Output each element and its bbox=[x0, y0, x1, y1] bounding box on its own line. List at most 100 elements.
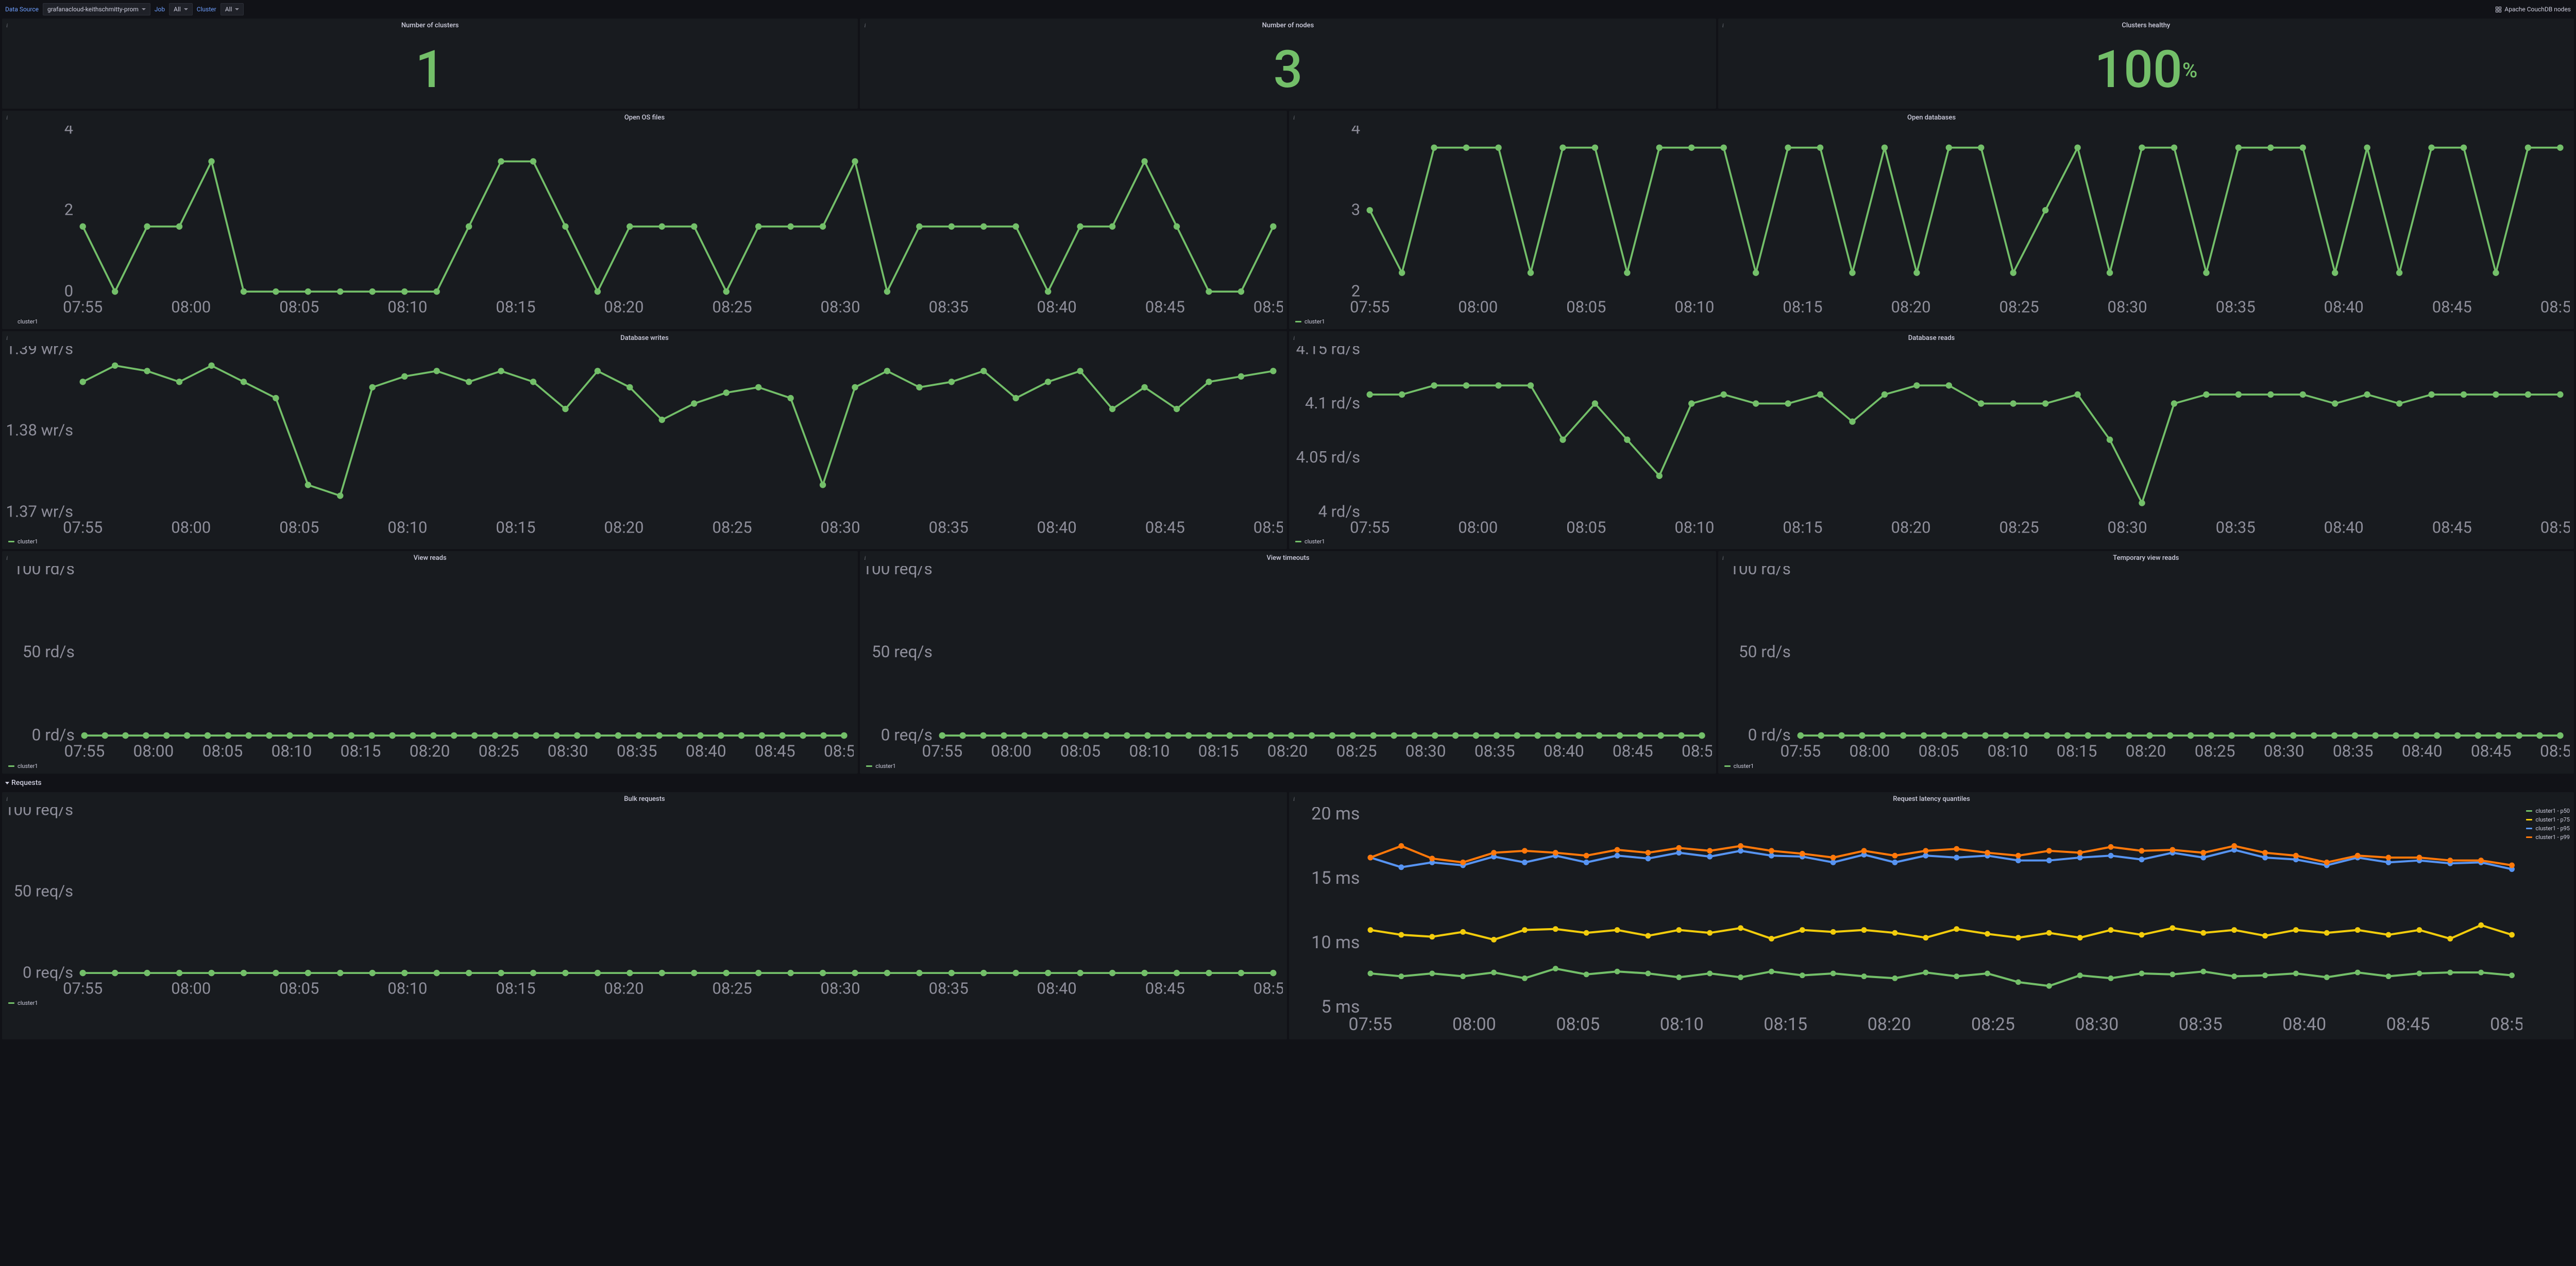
legend-label: cluster1 bbox=[18, 763, 38, 769]
svg-text:20 ms: 20 ms bbox=[1311, 807, 1360, 824]
svg-text:50 rd/s: 50 rd/s bbox=[23, 643, 75, 662]
panel-title: Database writes bbox=[2, 331, 1287, 344]
chart-bulk-requests: 0 req/s50 req/s100 req/s07:5508:0008:050… bbox=[6, 807, 1283, 999]
legend-label: cluster1 - p99 bbox=[2535, 834, 2570, 841]
info-icon[interactable]: i bbox=[1293, 334, 1295, 342]
svg-text:08:10: 08:10 bbox=[1987, 742, 2028, 761]
legend-label: cluster1 - p75 bbox=[2535, 816, 2570, 823]
svg-text:08:05: 08:05 bbox=[279, 297, 319, 316]
chart-temporary-view-reads: 0 rd/s50 rd/s100 rd/s07:5508:0008:0508:1… bbox=[1722, 566, 2570, 762]
svg-text:08:45: 08:45 bbox=[2432, 297, 2472, 316]
dashboard-link-text: Apache CouchDB nodes bbox=[2504, 6, 2571, 13]
svg-text:50 req/s: 50 req/s bbox=[872, 643, 933, 662]
svg-text:08:50: 08:50 bbox=[1253, 518, 1283, 537]
svg-text:07:55: 07:55 bbox=[63, 518, 103, 537]
svg-text:08:35: 08:35 bbox=[929, 979, 969, 998]
svg-text:4: 4 bbox=[64, 126, 73, 138]
info-icon[interactable]: i bbox=[6, 554, 8, 562]
legend-item[interactable]: cluster1 - p50 bbox=[2526, 808, 2570, 814]
legend-item[interactable]: cluster1 - p75 bbox=[2526, 816, 2570, 823]
panel-temporary-view-reads[interactable]: i Temporary view reads 0 rd/s50 rd/s100 … bbox=[1718, 551, 2574, 774]
job-select[interactable]: All bbox=[169, 3, 193, 15]
panel-number-of-clusters[interactable]: i Number of clusters 1 bbox=[2, 19, 858, 109]
svg-text:08:45: 08:45 bbox=[1145, 518, 1185, 537]
svg-text:08:15: 08:15 bbox=[1764, 1014, 1807, 1035]
svg-text:08:15: 08:15 bbox=[1198, 742, 1239, 761]
svg-text:08:00: 08:00 bbox=[133, 742, 174, 761]
svg-text:08:30: 08:30 bbox=[2263, 742, 2304, 761]
svg-text:1.38 wr/s: 1.38 wr/s bbox=[6, 420, 73, 439]
svg-text:08:35: 08:35 bbox=[2216, 297, 2256, 316]
chart-legend[interactable]: cluster1 bbox=[6, 537, 1283, 545]
panel-title: View reads bbox=[2, 551, 858, 564]
cluster-select[interactable]: All bbox=[221, 3, 244, 15]
svg-text:08:25: 08:25 bbox=[713, 297, 752, 316]
svg-text:08:30: 08:30 bbox=[2075, 1014, 2119, 1035]
svg-text:08:40: 08:40 bbox=[1037, 979, 1077, 998]
chart-legend[interactable]: cluster1 bbox=[1293, 317, 2570, 325]
panel-title: Request latency quantiles bbox=[1289, 792, 2574, 805]
svg-text:08:30: 08:30 bbox=[2108, 297, 2147, 316]
svg-text:07:55: 07:55 bbox=[64, 742, 105, 761]
legend-swatch bbox=[2526, 810, 2532, 812]
panel-bulk-requests[interactable]: i Bulk requests 0 req/s50 req/s100 req/s… bbox=[2, 792, 1287, 1039]
chart-legend[interactable]: cluster1 bbox=[1293, 537, 2570, 545]
svg-text:08:50: 08:50 bbox=[824, 742, 854, 761]
info-icon[interactable]: i bbox=[6, 114, 8, 122]
chart-legend[interactable]: cluster1 bbox=[6, 999, 1283, 1006]
svg-text:08:00: 08:00 bbox=[171, 518, 211, 537]
svg-text:08:05: 08:05 bbox=[279, 979, 319, 998]
svg-text:08:20: 08:20 bbox=[604, 297, 643, 316]
svg-text:2: 2 bbox=[64, 200, 73, 219]
chart-database-writes: 1.37 wr/s1.38 wr/s1.39 wr/s07:5508:0008:… bbox=[6, 346, 1283, 538]
panel-database-reads[interactable]: i Database reads 4 rd/s4.05 rd/s4.1 rd/s… bbox=[1289, 331, 2574, 550]
svg-text:08:05: 08:05 bbox=[279, 518, 319, 537]
svg-text:4: 4 bbox=[1351, 126, 1360, 138]
legend-swatch bbox=[8, 765, 14, 767]
chevron-down-icon bbox=[5, 782, 9, 784]
chart-legend[interactable]: cluster1 bbox=[6, 317, 1283, 325]
chevron-down-icon bbox=[235, 8, 239, 10]
svg-text:08:15: 08:15 bbox=[496, 518, 535, 537]
cluster-value: All bbox=[225, 6, 232, 13]
svg-text:07:55: 07:55 bbox=[63, 297, 103, 316]
data-source-select[interactable]: grafanacloud-keithschmitty-prom bbox=[43, 3, 150, 15]
panel-view-timeouts[interactable]: i View timeouts 0 req/s50 req/s100 req/s… bbox=[860, 551, 1716, 774]
legend-label: cluster1 - p95 bbox=[2535, 825, 2570, 832]
chart-legend[interactable]: cluster1 bbox=[1722, 762, 2570, 769]
panel-open-os-files[interactable]: i Open OS files 02407:5508:0008:0508:100… bbox=[2, 111, 1287, 329]
info-icon[interactable]: i bbox=[1293, 795, 1295, 803]
dashboard-icon bbox=[2496, 7, 2501, 12]
info-icon[interactable]: i bbox=[6, 795, 8, 803]
info-icon[interactable]: i bbox=[1293, 114, 1295, 122]
svg-text:08:25: 08:25 bbox=[2194, 742, 2235, 761]
row-header-requests[interactable]: Requests bbox=[2, 776, 2574, 790]
svg-text:08:35: 08:35 bbox=[2332, 742, 2373, 761]
svg-text:08:15: 08:15 bbox=[496, 297, 535, 316]
legend-item[interactable]: cluster1 - p95 bbox=[2526, 825, 2570, 832]
info-icon[interactable]: i bbox=[6, 22, 8, 29]
svg-text:08:50: 08:50 bbox=[2540, 518, 2570, 537]
svg-text:08:25: 08:25 bbox=[479, 742, 519, 761]
panel-number-of-nodes[interactable]: i Number of nodes 3 bbox=[860, 19, 1716, 109]
panel-clusters-healthy[interactable]: i Clusters healthy 100% bbox=[1718, 19, 2574, 109]
panel-database-writes[interactable]: i Database writes 1.37 wr/s1.38 wr/s1.39… bbox=[2, 331, 1287, 550]
dashboard-link[interactable]: Apache CouchDB nodes bbox=[2496, 6, 2571, 13]
panel-title: Temporary view reads bbox=[1718, 551, 2574, 564]
info-icon[interactable]: i bbox=[1722, 22, 1724, 29]
chart-legend[interactable]: cluster1 bbox=[864, 762, 1711, 769]
panel-open-databases[interactable]: i Open databases 23407:5508:0008:0508:10… bbox=[1289, 111, 2574, 329]
svg-text:08:40: 08:40 bbox=[686, 742, 726, 761]
job-label: Job bbox=[155, 6, 165, 13]
svg-text:08:30: 08:30 bbox=[821, 518, 860, 537]
info-icon[interactable]: i bbox=[864, 22, 866, 29]
svg-text:08:40: 08:40 bbox=[1544, 742, 1584, 761]
chart-legend[interactable]: cluster1 bbox=[6, 762, 854, 769]
info-icon[interactable]: i bbox=[864, 554, 866, 562]
legend-item[interactable]: cluster1 - p99 bbox=[2526, 834, 2570, 841]
svg-text:08:00: 08:00 bbox=[1849, 742, 1890, 761]
info-icon[interactable]: i bbox=[1722, 554, 1724, 562]
info-icon[interactable]: i bbox=[6, 334, 8, 342]
panel-request-latency-quantiles[interactable]: i Request latency quantiles cluster1 - p… bbox=[1289, 792, 2574, 1039]
panel-view-reads[interactable]: i View reads 0 rd/s50 rd/s100 rd/s07:550… bbox=[2, 551, 858, 774]
